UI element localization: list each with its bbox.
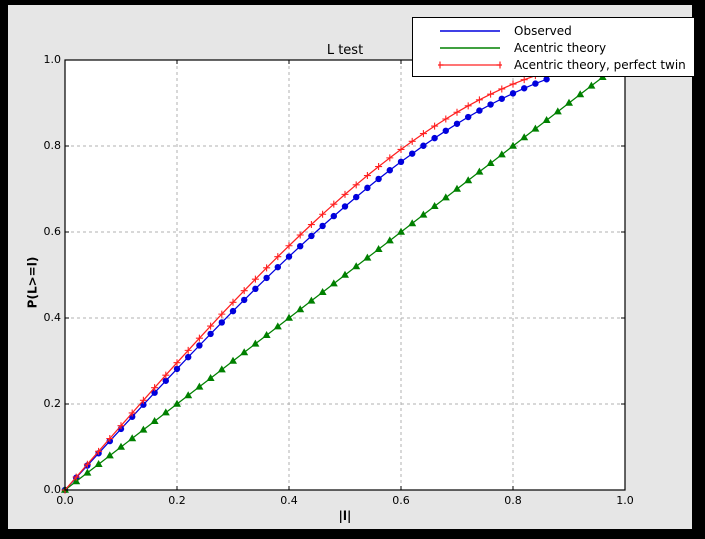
y-tick-label: 0.0 xyxy=(43,483,62,496)
y-tick-label: 1.0 xyxy=(43,53,62,66)
legend-line-observed xyxy=(440,29,500,32)
y-tick-label: 0.2 xyxy=(43,397,62,410)
x-tick-label: 0.8 xyxy=(504,494,522,507)
legend-label-perfect-twin: Acentric theory, perfect twin xyxy=(514,57,686,72)
x-axis-label: |l| xyxy=(338,509,352,523)
legend-label-observed: Observed xyxy=(514,23,572,38)
legend-box: Observed Acentric theory Acentric theory… xyxy=(412,17,695,77)
plot-area xyxy=(61,59,626,494)
x-tick-label: 0.6 xyxy=(392,494,410,507)
figure-canvas: L test 0.0 0.2 0.4 0.6 0.8 1.0 0.0 0.2 0.4 0.6 0.… xyxy=(8,5,695,529)
y-tick-label: 0.4 xyxy=(43,311,62,324)
y-axis-label: P(L>=l) xyxy=(25,256,40,309)
x-tick-label: 1.0 xyxy=(616,494,634,507)
y-tick-label: 0.8 xyxy=(43,139,62,152)
x-tick-label: 0.4 xyxy=(280,494,298,507)
chart-title: L test xyxy=(326,43,364,58)
legend-line-acentric-theory xyxy=(440,46,500,49)
legend-label-acentric-theory: Acentric theory xyxy=(514,40,607,55)
legend-item-acentric-theory: Acentric theory xyxy=(413,39,694,56)
x-tick-label: 0.0 xyxy=(56,494,74,507)
legend-item-perfect-twin: Acentric theory, perfect twin xyxy=(413,56,694,73)
y-tick-label: 0.6 xyxy=(43,225,62,238)
legend-item-observed: Observed xyxy=(413,22,694,39)
x-tick-label: 0.2 xyxy=(168,494,186,507)
legend-line-perfect-twin xyxy=(438,61,502,68)
